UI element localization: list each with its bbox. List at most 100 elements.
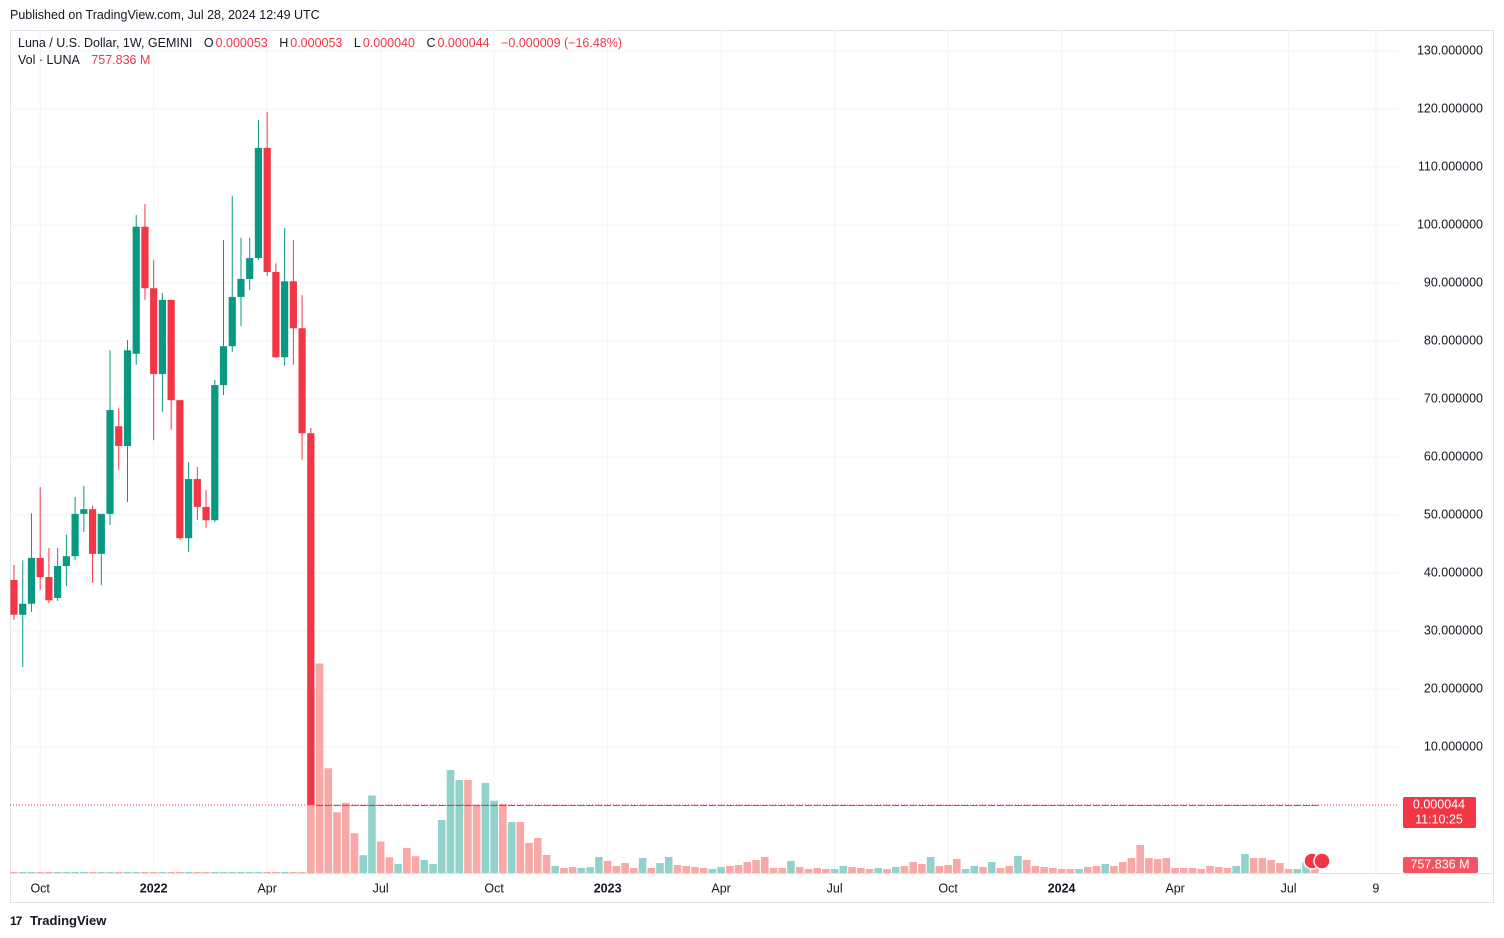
- volume-bar: [726, 865, 734, 873]
- candle-body: [167, 299, 175, 401]
- volume-bar: [315, 663, 324, 873]
- volume-bar: [830, 869, 839, 873]
- volume-bar: [167, 871, 175, 873]
- volume-bar: [1214, 867, 1223, 873]
- volume-bar: [437, 819, 446, 873]
- candle-body: [1145, 805, 1153, 807]
- candle-body: [106, 410, 114, 514]
- y-tick-label: 80.000000: [1424, 333, 1483, 347]
- candle-body: [185, 479, 193, 539]
- volume-bar: [1110, 865, 1118, 873]
- volume-bar: [71, 871, 79, 873]
- volume-bar: [1145, 858, 1153, 873]
- candle-body: [769, 805, 778, 807]
- volume-bar: [699, 867, 708, 873]
- volume-bar: [202, 871, 210, 873]
- candle-body: [1215, 805, 1223, 807]
- volume-bar: [1101, 863, 1110, 873]
- brand[interactable]: TradingView: [30, 913, 107, 928]
- event-icon[interactable]: [1313, 852, 1331, 870]
- volume-bar: [368, 795, 376, 873]
- volume-bar: [88, 871, 97, 873]
- symbol-title: Luna / U.S. Dollar, 1W, GEMINI: [18, 36, 193, 50]
- candle-body: [831, 805, 839, 807]
- volume-bar: [1302, 862, 1310, 873]
- volume-bar: [490, 800, 498, 873]
- volume-bar: [254, 871, 263, 873]
- volume-bar: [682, 865, 691, 873]
- candle-body: [1154, 805, 1162, 807]
- volume-bar: [935, 865, 944, 873]
- x-tick-label: Jul: [373, 881, 389, 895]
- candle-body: [1162, 805, 1170, 807]
- candle-body: [586, 805, 594, 807]
- candle-body: [726, 805, 734, 807]
- volume-bar: [953, 858, 961, 873]
- volume-bar: [10, 871, 18, 873]
- y-tick-label: 120.000000: [1417, 101, 1483, 115]
- candle-body: [569, 805, 577, 807]
- volume-bar: [158, 871, 167, 873]
- volume-bar: [499, 803, 507, 873]
- volume-bar: [1022, 860, 1031, 873]
- axes: 10.000000 20.000000 30.000000 40.000000 50.0…: [10, 43, 1494, 895]
- volume-bar: [778, 867, 787, 873]
- x-tick-label: Jul: [827, 881, 843, 895]
- y-tick-label: 110.000000: [1418, 159, 1483, 173]
- volume-bar: [1284, 869, 1293, 873]
- grid: [10, 30, 1398, 873]
- volume-bar: [62, 871, 71, 873]
- volume-bar: [1057, 869, 1066, 873]
- volume-bar: [1258, 858, 1267, 873]
- volume-bar: [149, 871, 158, 873]
- volume-bar: [184, 871, 193, 873]
- candle-body: [1127, 805, 1136, 807]
- candle-body: [874, 805, 882, 807]
- candle-body: [752, 805, 760, 807]
- candles: [10, 111, 1398, 807]
- volume-bar: [542, 854, 551, 873]
- volume-bar: [333, 812, 341, 873]
- candle-body: [734, 805, 743, 807]
- candle-body: [927, 805, 935, 807]
- volume-bar: [359, 855, 367, 873]
- candle-body: [1110, 805, 1118, 807]
- volume-bar: [141, 871, 149, 873]
- candle-body: [464, 805, 472, 807]
- candle-body: [211, 385, 219, 521]
- volume-bar: [516, 821, 525, 873]
- volume-bar: [656, 863, 664, 873]
- candle-body: [1075, 805, 1083, 807]
- volume-bar: [1136, 845, 1144, 873]
- candle-body: [865, 805, 874, 807]
- volume-bar: [865, 869, 874, 873]
- candle-body: [1058, 805, 1066, 807]
- candle-body: [1232, 805, 1240, 807]
- volume-bar: [1049, 867, 1057, 873]
- volume-bar: [429, 863, 437, 873]
- volume-label-box: [1403, 857, 1478, 874]
- candle-body: [438, 805, 446, 807]
- volume-bar: [822, 869, 830, 873]
- x-tick-label: Oct: [938, 881, 958, 895]
- candle-body: [743, 805, 751, 807]
- candle-body: [350, 805, 359, 807]
- volume-bar: [507, 821, 516, 873]
- candle-body: [1171, 805, 1179, 807]
- candle-body: [132, 226, 140, 354]
- price-label: 0.000044: [1413, 797, 1465, 811]
- volume-bar: [1267, 860, 1275, 873]
- volume-bar: [1206, 865, 1214, 873]
- brand-logo[interactable]: 17: [10, 914, 22, 928]
- candle-body: [918, 805, 926, 807]
- candle-body: [446, 805, 455, 807]
- volume-bar: [1232, 865, 1240, 873]
- candle-body: [848, 805, 856, 807]
- candle-body: [394, 805, 402, 807]
- legend: Luna / U.S. Dollar, 1W, GEMINI O 0.000053…: [18, 35, 624, 69]
- volume-bar: [638, 858, 647, 873]
- x-tick-label: 2023: [594, 881, 622, 895]
- volume-bar: [298, 871, 306, 873]
- candle-body: [141, 226, 149, 289]
